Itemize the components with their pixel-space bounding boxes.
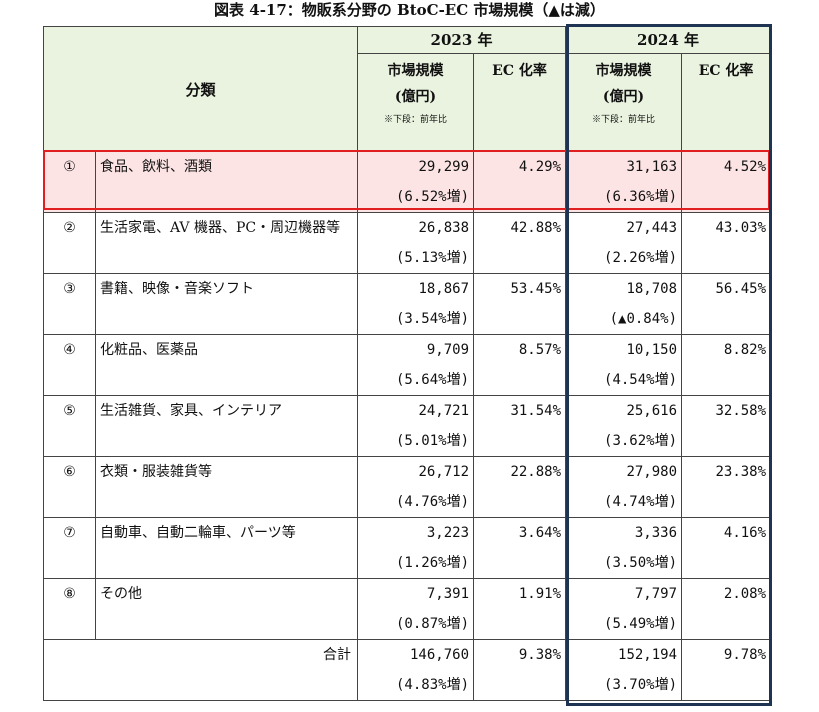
row-number: ⑧ — [43, 578, 96, 640]
market-size-2023: 26,838 (5.13%増) — [357, 212, 475, 274]
ec-rate-2024-header: EC 化率 — [681, 53, 772, 152]
market-size-2024: 7,797 (5.49%増) — [565, 578, 683, 640]
category-header: 分類 — [42, 26, 359, 152]
market-size-2023: 24,721 (5.01%増) — [357, 395, 475, 457]
figure-title: 図表 4-17：物販系分野の BtoC-EC 市場規模（▲は減） — [214, 1, 605, 19]
ec-rate-2023: 1.91% — [473, 578, 567, 640]
row-category: 生活家電、AV 機器、PC・周辺機器等 — [94, 212, 359, 274]
table-row: ⑦ 自動車、自動二輪車、パーツ等 3,223 (1.26%増) 3.64% 3,3… — [43, 517, 772, 579]
market-size-2023: 9,709 (5.64%増) — [357, 334, 475, 396]
row-category: 書籍、映像・音楽ソフト — [94, 273, 359, 335]
market-size-2023: 7,391 (0.87%増) — [357, 578, 475, 640]
table-row: ② 生活家電、AV 機器、PC・周辺機器等 26,838 (5.13%増) 42.… — [43, 212, 772, 274]
ec-rate-2024: 4.52% — [681, 151, 772, 213]
ec-market-table: 分類 2023 年 2024 年 市場規模 (億円) ※下段：前年比 EC 化率… — [42, 26, 772, 701]
row-category: その他 — [94, 578, 359, 640]
ec-rate-2023-header: EC 化率 — [473, 53, 567, 152]
table-row: ④ 化粧品、医薬品 9,709 (5.64%増) 8.57% 10,150 (4.5… — [43, 334, 772, 396]
table-row: ⑥ 衣類・服装雑貨等 26,712 (4.76%増) 22.88% 27,980(… — [43, 456, 772, 518]
table-row: ③ 書籍、映像・音楽ソフト 18,867 (3.54%増) 53.45% 18,7… — [43, 273, 772, 335]
row-category: 化粧品、医薬品 — [94, 334, 359, 396]
row-category: 生活雑貨、家具、インテリア — [94, 395, 359, 457]
ec-rate-2024: 56.45% — [681, 273, 772, 335]
total-market-size-2023: 146,760 (4.83%増) — [357, 639, 475, 701]
market-size-2024: 27,443 (2.26%増) — [565, 212, 683, 274]
table-row: ① 食品、飲料、酒類 29,299 (6.52%増) 4.29% 31,163 (6… — [43, 151, 772, 213]
ec-rate-2024: 2.08% — [681, 578, 772, 640]
total-row: 合計 146,760 (4.83%増) 9.38% 152,194 (3.70%増)… — [42, 639, 772, 701]
year-2024-header: 2024 年 — [565, 26, 772, 54]
row-category: 衣類・服装雑貨等 — [94, 456, 359, 518]
ec-rate-2023: 3.64% — [473, 517, 567, 579]
total-market-size-2024: 152,194 (3.70%増) — [565, 639, 683, 701]
ec-rate-2023: 4.29% — [473, 151, 567, 213]
market-size-2023: 18,867 (3.54%増) — [357, 273, 475, 335]
ec-rate-2024: 4.16% — [681, 517, 772, 579]
row-number: ⑥ — [43, 456, 96, 518]
row-number: ② — [43, 212, 96, 274]
table-row: ⑤ 生活雑貨、家具、インテリア 24,721 (5.01%増) 31.54% 25… — [43, 395, 772, 457]
row-number: ③ — [43, 273, 96, 335]
market-size-2024: 18,708 (▲0.84%) — [565, 273, 683, 335]
ec-rate-2023: 8.57% — [473, 334, 567, 396]
row-number: ⑤ — [43, 395, 96, 457]
ec-rate-2023: 53.45% — [473, 273, 567, 335]
total-label: 合計 — [42, 639, 359, 701]
market-size-2024-header: 市場規模 (億円) ※下段：前年比 — [565, 53, 683, 152]
market-size-2023: 29,299 (6.52%増) — [357, 151, 475, 213]
total-ec-rate-2024: 9.78% — [681, 639, 772, 701]
row-number: ① — [43, 151, 96, 213]
ec-rate-2024: 8.82% — [681, 334, 772, 396]
market-size-2024: 31,163 (6.36%増) — [565, 151, 683, 213]
market-size-2024: 27,980 (4.74%増) — [565, 456, 683, 518]
market-size-2023: 26,712 (4.76%増) — [357, 456, 475, 518]
table-row: ⑧ その他 7,391 (0.87%増) 1.91% 7,797 (5.49%増) … — [43, 578, 772, 640]
market-size-2024: 3,336 (3.50%増) — [565, 517, 683, 579]
total-ec-rate-2023: 9.38% — [473, 639, 567, 701]
market-size-2024: 10,150 (4.54%増) — [565, 334, 683, 396]
row-category: 自動車、自動二輪車、パーツ等 — [94, 517, 359, 579]
ec-rate-2024: 23.38% — [681, 456, 772, 518]
ec-rate-2024: 43.03% — [681, 212, 772, 274]
ec-rate-2023: 31.54% — [473, 395, 567, 457]
year-2023-header: 2023 年 — [357, 26, 567, 54]
row-number: ⑦ — [43, 517, 96, 579]
ec-rate-2023: 42.88% — [473, 212, 567, 274]
ec-rate-2024: 32.58% — [681, 395, 772, 457]
market-size-2023: 3,223 (1.26%増) — [357, 517, 475, 579]
row-number: ④ — [43, 334, 96, 396]
market-size-2024: 25,616 (3.62%増) — [565, 395, 683, 457]
ec-rate-2023: 22.88% — [473, 456, 567, 518]
row-category: 食品、飲料、酒類 — [94, 151, 359, 213]
market-size-2023-header: 市場規模 (億円) ※下段：前年比 — [357, 53, 475, 152]
